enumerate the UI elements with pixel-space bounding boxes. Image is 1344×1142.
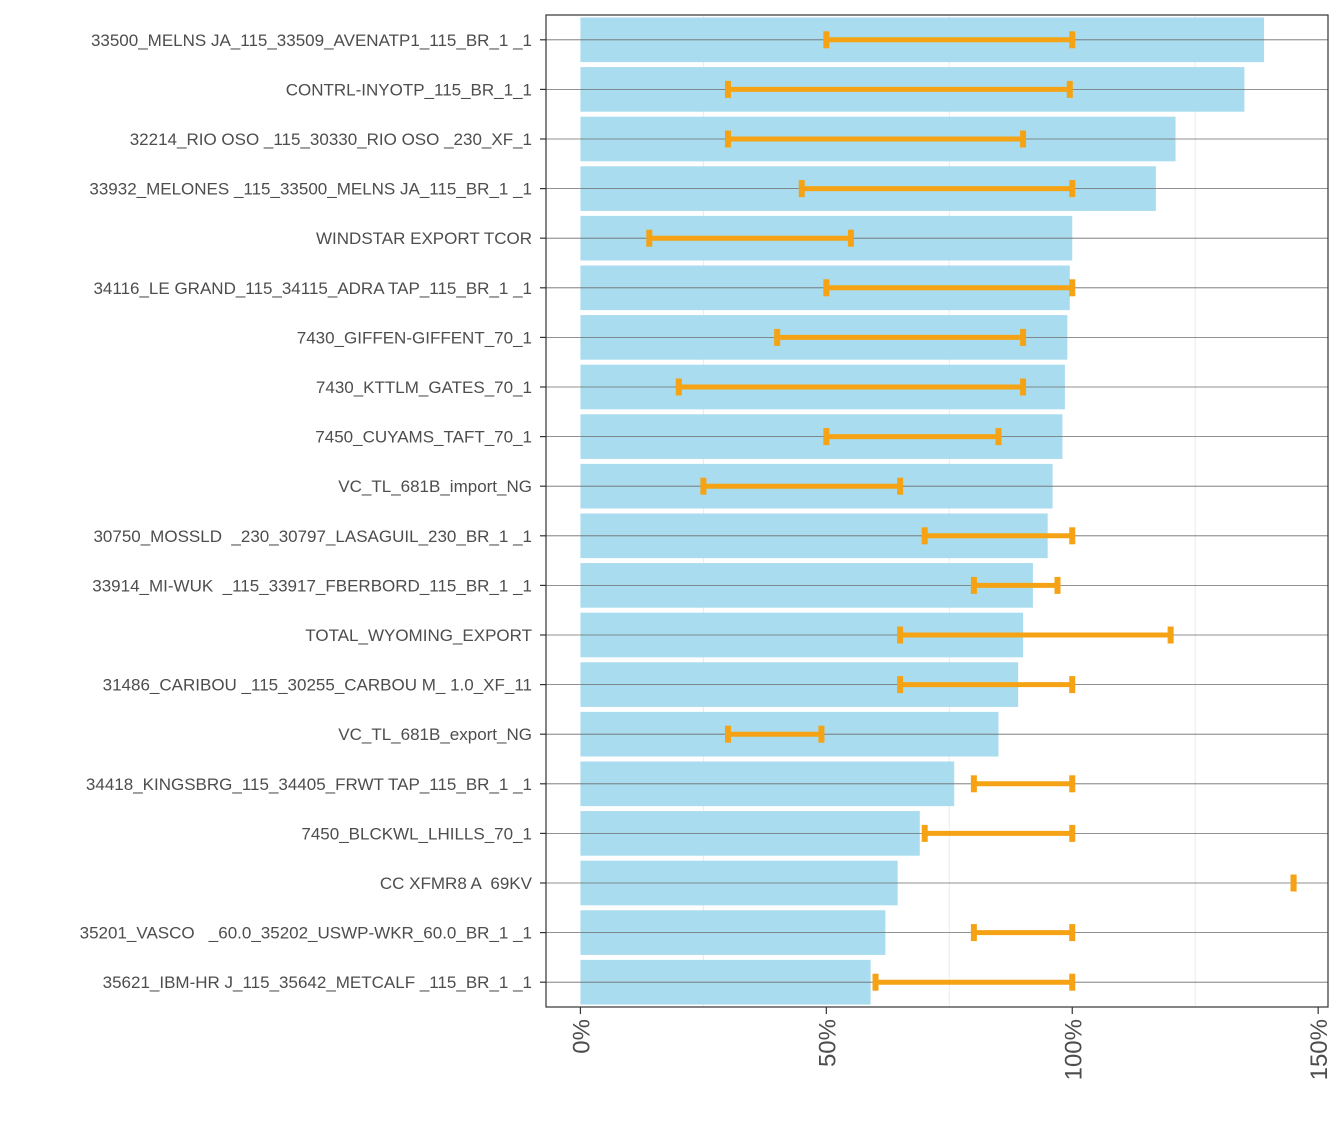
- category-label: 7450_CUYAMS_TAFT_70_1: [315, 428, 532, 447]
- x-tick-label: 150%: [1306, 1019, 1333, 1080]
- x-tick-label: 0%: [568, 1019, 595, 1054]
- errorbar: [823, 279, 1076, 297]
- category-label: 7430_KTTLM_GATES_70_1: [316, 378, 532, 397]
- category-label: VC_TL_681B_export_NG: [338, 725, 532, 744]
- errorbar: [921, 824, 1076, 842]
- category-label: CC XFMR8 A 69KV: [380, 874, 533, 893]
- errorbar: [970, 775, 1076, 793]
- category-label: 7430_GIFFEN-GIFFENT_70_1: [297, 328, 532, 347]
- category-label: 33500_MELNS JA_115_33509_AVENATP1_115_BR…: [91, 31, 532, 50]
- category-labels: 33500_MELNS JA_115_33509_AVENATP1_115_BR…: [80, 31, 533, 992]
- category-label: 35621_IBM-HR J_115_35642_METCALF _115_BR…: [103, 973, 532, 992]
- category-label: 31486_CARIBOU _115_30255_CARBOU M_ 1.0_X…: [103, 676, 532, 695]
- errorbar: [823, 428, 1002, 446]
- panel-border: [545, 14, 1329, 1008]
- errorbar: [823, 31, 1076, 49]
- errorbar: [700, 477, 904, 495]
- errorbar: [897, 626, 1174, 644]
- errorbar: [774, 328, 1027, 346]
- errorbar: [646, 229, 854, 247]
- category-label: 33932_MELONES _115_33500_MELNS JA_115_BR…: [89, 180, 532, 199]
- x-tick-label: 50%: [814, 1019, 841, 1067]
- category-label: 7450_BLCKWL_LHILLS_70_1: [301, 824, 532, 843]
- category-label: 32214_RIO OSO _115_30330_RIO OSO _230_XF…: [130, 130, 532, 149]
- category-label: CONTRL-INYOTP_115_BR_1_1: [286, 80, 532, 99]
- errorbar: [970, 924, 1076, 942]
- category-label: WINDSTAR EXPORT TCOR: [316, 229, 532, 248]
- category-label: VC_TL_681B_import_NG: [338, 477, 532, 496]
- panel-background: [546, 15, 1328, 1007]
- errorbar: [897, 676, 1076, 694]
- category-label: 30750_MOSSLD _230_30797_LASAGUIL_230_BR_…: [93, 527, 532, 546]
- category-label: 33914_MI-WUK _115_33917_FBERBORD_115_BR_…: [92, 576, 532, 595]
- errorbar: [724, 725, 825, 743]
- errorbar: [724, 80, 1073, 98]
- category-label: 35201_VASCO _60.0_35202_USWP-WKR_60.0_BR…: [80, 924, 532, 943]
- errorbar: [872, 973, 1076, 991]
- category-label: 34418_KINGSBRG_115_34405_FRWT TAP_115_BR…: [86, 775, 532, 794]
- errorbar: [724, 130, 1027, 148]
- category-label: TOTAL_WYOMING_EXPORT: [305, 626, 532, 645]
- x-tick-label: 100%: [1060, 1019, 1087, 1080]
- errorbar: [970, 576, 1061, 594]
- errorbar: [798, 180, 1076, 198]
- x-axis: 0% 50% 100% 150%: [568, 1007, 1333, 1080]
- category-label: 34116_LE GRAND_115_34115_ADRA TAP_115_BR…: [93, 279, 532, 298]
- y-axis-ticks: [540, 39, 546, 983]
- errorbar: [921, 527, 1076, 545]
- errorbar: [675, 378, 1027, 396]
- error-bars: [646, 31, 1297, 991]
